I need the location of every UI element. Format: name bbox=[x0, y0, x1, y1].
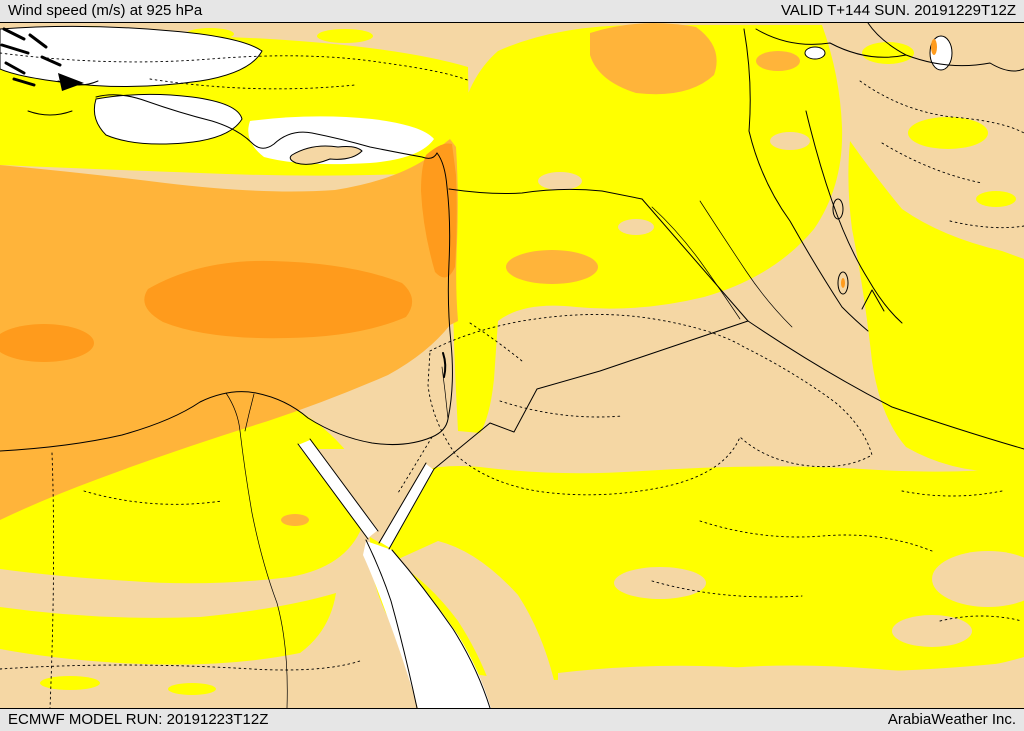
iraq-iran-border bbox=[743, 28, 869, 332]
northeast-orange-spot bbox=[756, 51, 800, 71]
egypt-sudan-dotted bbox=[0, 660, 361, 671]
nile-delta-branch bbox=[244, 393, 255, 432]
turkey-south-coast bbox=[145, 100, 438, 159]
hejaz-coast-tan bbox=[394, 541, 560, 708]
lake-van bbox=[804, 46, 826, 60]
saudi-dotted-2 bbox=[651, 580, 803, 598]
anatolia-dotted-2 bbox=[149, 78, 356, 90]
south-edge-tan-strip bbox=[558, 661, 1024, 708]
euphrates-river bbox=[651, 206, 741, 320]
rivers bbox=[225, 200, 793, 708]
orange-regions bbox=[0, 23, 800, 526]
gulf-of-aqaba bbox=[380, 464, 434, 548]
jordan-saudi-border bbox=[433, 320, 749, 470]
tigris-river bbox=[699, 200, 793, 328]
syria-tan-spot-1 bbox=[538, 172, 582, 190]
qatar-peninsula bbox=[861, 289, 885, 312]
title-bar: Wind speed (m/s) at 925 hPa VALID T+144 … bbox=[0, 0, 1024, 22]
red-sea-west-coast bbox=[365, 539, 418, 708]
cyprus-calm-white bbox=[248, 116, 434, 165]
desert-inner-dotted bbox=[499, 400, 623, 418]
levant-coast-deep-orange bbox=[421, 143, 457, 278]
southeast-corner-dotted bbox=[939, 615, 1023, 622]
country-borders bbox=[433, 23, 1024, 470]
sinai-tan bbox=[306, 449, 430, 543]
jordan-river-border bbox=[441, 366, 449, 420]
dense-contour-marks bbox=[0, 27, 84, 91]
caucasus-borders bbox=[755, 23, 1024, 72]
northeast-dotted bbox=[949, 220, 1024, 229]
islands bbox=[289, 145, 849, 295]
north-orange-blob bbox=[590, 23, 717, 95]
model-run: ECMWF MODEL RUN: 20191223T12Z bbox=[8, 711, 269, 728]
iran-dotted-2 bbox=[881, 142, 983, 184]
egypt-inner-dotted bbox=[83, 490, 223, 505]
nile-river bbox=[225, 392, 288, 708]
sea-white-patches bbox=[0, 25, 953, 708]
syria-orange-spot bbox=[506, 250, 598, 284]
coastlines bbox=[0, 80, 903, 708]
egypt-orange-spot bbox=[281, 514, 309, 526]
brand: ArabiaWeather Inc. bbox=[887, 711, 1016, 728]
red-sea bbox=[363, 541, 491, 708]
syria-tan-spot-2 bbox=[618, 219, 654, 235]
sinai-border-dotted bbox=[397, 436, 433, 494]
turkey-syria-border bbox=[448, 188, 643, 200]
valid-time: VALID T+144 SUN. 20191229T12Z bbox=[780, 2, 1016, 19]
cyprus-island bbox=[289, 145, 363, 165]
marmara-aegean-white bbox=[93, 93, 243, 145]
southeast-tan-blob-2 bbox=[892, 615, 972, 647]
dotted-boundaries bbox=[0, 52, 1024, 708]
product-title: Wind speed (m/s) at 925 hPa bbox=[8, 2, 203, 19]
african-levant-coast bbox=[0, 152, 453, 452]
suez-east-coast bbox=[309, 438, 379, 532]
central-desert-tan bbox=[427, 314, 873, 496]
dead-sea bbox=[442, 352, 447, 378]
suez-west-coast bbox=[297, 443, 369, 540]
iraq-saudi-border bbox=[747, 320, 1024, 450]
aqaba-east-coast bbox=[388, 468, 435, 550]
urmia-wind-mark bbox=[931, 39, 937, 55]
footer-bar: ECMWF MODEL RUN: 20191223T12Z ArabiaWeat… bbox=[0, 709, 1024, 731]
saudi-dotted-1 bbox=[699, 520, 933, 552]
saudi-dotted-3 bbox=[901, 490, 1003, 497]
anatolia-dotted-1 bbox=[0, 52, 471, 82]
wind-speed-map bbox=[0, 23, 1024, 708]
southeast-tan-blob bbox=[932, 551, 1024, 607]
gulf-east-yellow bbox=[848, 141, 1024, 472]
jordan-dotted bbox=[469, 322, 523, 362]
libya-egypt-dotted bbox=[49, 452, 55, 708]
gulf-of-suez bbox=[298, 440, 378, 538]
map-canvas bbox=[0, 22, 1024, 709]
persian-gulf-coast bbox=[805, 110, 903, 324]
mesopotamia-tan-spot bbox=[770, 132, 810, 150]
gulf-island-wind-mark bbox=[841, 278, 845, 288]
iran-dotted-1 bbox=[859, 80, 1024, 134]
west-deep-orange-spot bbox=[0, 324, 94, 362]
gulf-island-1 bbox=[832, 198, 844, 220]
syria-iraq-border bbox=[641, 198, 749, 322]
egypt-south-yellow-strip bbox=[0, 593, 336, 665]
desert-tan-patches bbox=[306, 132, 1024, 708]
aqaba-west-coast bbox=[378, 462, 427, 544]
deep-orange-core bbox=[144, 260, 413, 339]
nejd-tan-spot bbox=[614, 567, 706, 599]
red-sea-east-coast bbox=[391, 549, 491, 708]
